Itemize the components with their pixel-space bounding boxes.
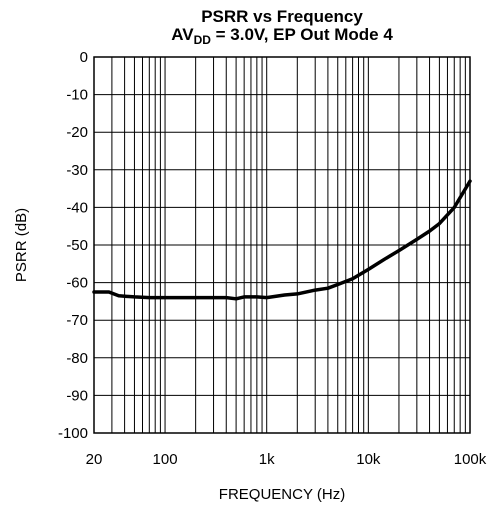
psrr-series-line bbox=[92, 179, 472, 301]
y-tick-label: 0 bbox=[80, 49, 88, 66]
x-tick-label: 1k bbox=[259, 451, 275, 468]
chart-subtitle: AVDD = 3.0V, EP Out Mode 4 bbox=[94, 25, 470, 47]
x-tick-label: 100 bbox=[153, 451, 178, 468]
plot-frame bbox=[93, 56, 471, 434]
y-tick-labels: 0 -10 -20 -30 -40 -50 -60 -70 -80 -90 -100 bbox=[58, 49, 88, 442]
y-tick-label: -90 bbox=[66, 387, 88, 404]
chart-title: PSRR vs Frequency bbox=[201, 7, 363, 26]
y-tick-label: -80 bbox=[66, 350, 88, 367]
x-tick-label: 100k bbox=[454, 451, 487, 468]
subtitle-subscript: DD bbox=[193, 33, 211, 47]
subtitle-prefix: AV bbox=[171, 25, 194, 44]
y-tick-label: -60 bbox=[66, 275, 88, 292]
x-tick-label: 10k bbox=[356, 451, 381, 468]
y-tick-label: -10 bbox=[66, 87, 88, 104]
x-tick-label: 20 bbox=[86, 451, 103, 468]
y-tick-label: -50 bbox=[66, 237, 88, 254]
grid bbox=[94, 57, 470, 433]
x-axis-label: FREQUENCY (Hz) bbox=[219, 486, 345, 503]
y-axis-label: PSRR (dB) bbox=[13, 208, 30, 282]
x-tick-labels: 20 100 1k 10k 100k bbox=[86, 451, 487, 468]
y-tick-label: -20 bbox=[66, 124, 88, 141]
y-tick-label: -40 bbox=[66, 199, 88, 216]
y-tick-label: -100 bbox=[58, 425, 88, 442]
subtitle-suffix: = 3.0V, EP Out Mode 4 bbox=[210, 25, 393, 44]
y-tick-label: -70 bbox=[66, 312, 88, 329]
y-tick-label: -30 bbox=[66, 162, 88, 179]
